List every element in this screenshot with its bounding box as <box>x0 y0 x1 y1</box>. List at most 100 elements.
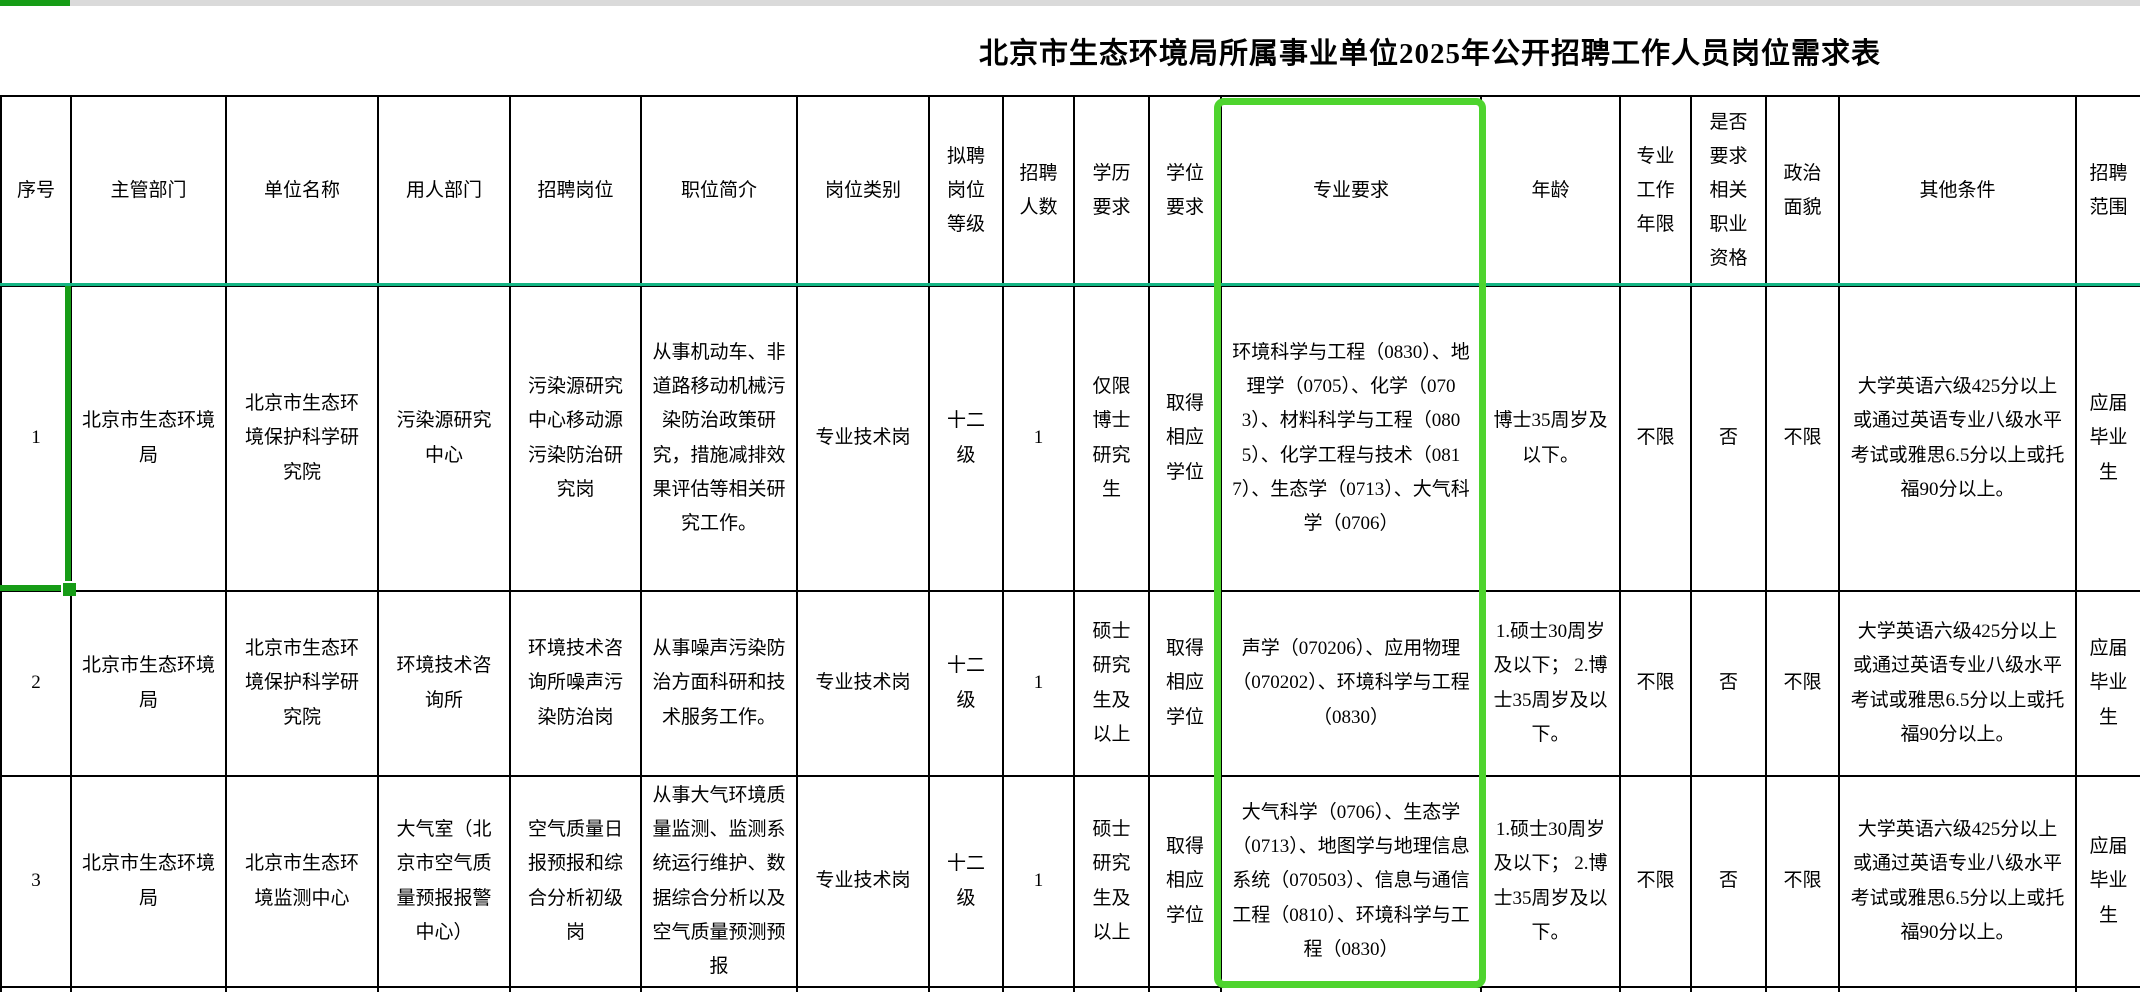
cell-empty[interactable] <box>928 986 1004 992</box>
table-row-partial <box>0 986 2140 992</box>
cell-work-years[interactable]: 不限 <box>1619 285 1692 592</box>
sheet-title[interactable]: 北京市生态环境局所属事业单位2025年公开招聘工作人员岗位需求表 <box>978 38 1881 70</box>
cell-unit[interactable]: 北京市生态环境保护科学研究院 <box>225 590 379 777</box>
cell-post[interactable]: 环境技术咨询所噪声污染防治岗 <box>509 590 642 777</box>
cell-other[interactable]: 大学英语六级425分以上或通过英语专业八级水平考试或雅思6.5分以上或托福90分… <box>1838 590 2077 777</box>
cell-dept[interactable]: 北京市生态环境局 <box>70 285 227 592</box>
cell-empty[interactable] <box>70 986 227 992</box>
cell-major[interactable]: 声学（070206）、应用物理（070202）、环境科学与工程（0830） <box>1220 590 1482 777</box>
cell-empty[interactable] <box>1690 986 1767 992</box>
header-education[interactable]: 学历要求 <box>1073 95 1150 287</box>
cell-empty[interactable] <box>509 986 642 992</box>
cell-political[interactable]: 不限 <box>1765 590 1840 777</box>
cell-empty[interactable] <box>1838 986 2077 992</box>
cell-dept[interactable]: 北京市生态环境局 <box>70 590 227 777</box>
cell-political[interactable]: 不限 <box>1765 285 1840 592</box>
recruitment-table: 序号 主管部门 单位名称 用人部门 招聘岗位 职位简介 岗位类别 拟聘岗位等级 … <box>0 95 2140 992</box>
cell-dept[interactable]: 北京市生态环境局 <box>70 774 227 989</box>
cell-hiring-dept[interactable]: 污染源研究中心 <box>377 285 511 592</box>
table-header-row: 序号 主管部门 单位名称 用人部门 招聘岗位 职位简介 岗位类别 拟聘岗位等级 … <box>0 95 2140 287</box>
header-political[interactable]: 政治面貌 <box>1765 95 1840 287</box>
cell-empty[interactable] <box>225 986 379 992</box>
header-degree[interactable]: 学位要求 <box>1148 95 1222 287</box>
header-brief[interactable]: 职位简介 <box>640 95 798 287</box>
cell-empty[interactable] <box>1619 986 1692 992</box>
header-dept[interactable]: 主管部门 <box>70 95 227 287</box>
cell-empty[interactable] <box>377 986 511 992</box>
cell-scope[interactable]: 应届毕业生 <box>2075 774 2140 989</box>
cell-major[interactable]: 大气科学（0706）、生态学（0713）、地图学与地理信息系统（070503）、… <box>1220 774 1482 989</box>
header-post[interactable]: 招聘岗位 <box>509 95 642 287</box>
cell-scope[interactable]: 应届毕业生 <box>2075 590 2140 777</box>
cell-post[interactable]: 污染源研究中心移动源污染防治研究岗 <box>509 285 642 592</box>
header-unit[interactable]: 单位名称 <box>225 95 379 287</box>
cell-empty[interactable] <box>640 986 798 992</box>
header-age[interactable]: 年龄 <box>1480 95 1621 287</box>
cell-seq[interactable]: 2 <box>0 590 72 777</box>
cell-level[interactable]: 十二级 <box>928 774 1004 989</box>
cell-degree[interactable]: 取得相应学位 <box>1148 285 1222 592</box>
cell-political[interactable]: 不限 <box>1765 774 1840 989</box>
header-other[interactable]: 其他条件 <box>1838 95 2077 287</box>
cell-empty[interactable] <box>1148 986 1222 992</box>
cell-qualification[interactable]: 否 <box>1690 285 1767 592</box>
cell-empty[interactable] <box>2075 986 2140 992</box>
header-work-years[interactable]: 专业工作年限 <box>1619 95 1692 287</box>
cell-degree[interactable]: 取得相应学位 <box>1148 590 1222 777</box>
cell-work-years[interactable]: 不限 <box>1619 774 1692 989</box>
cell-count[interactable]: 1 <box>1002 590 1075 777</box>
fill-handle[interactable] <box>63 583 76 596</box>
cell-seq[interactable]: 3 <box>0 774 72 989</box>
cell-empty[interactable] <box>796 986 930 992</box>
header-major[interactable]: 专业要求 <box>1220 95 1482 287</box>
cell-age[interactable]: 博士35周岁及以下。 <box>1480 285 1621 592</box>
cell-level[interactable]: 十二级 <box>928 285 1004 592</box>
frozen-pane-divider <box>0 283 2140 286</box>
cell-count[interactable]: 1 <box>1002 285 1075 592</box>
cell-education[interactable]: 硕士研究生及以上 <box>1073 590 1150 777</box>
cell-level[interactable]: 十二级 <box>928 590 1004 777</box>
cell-work-years[interactable]: 不限 <box>1619 590 1692 777</box>
cell-brief[interactable]: 从事机动车、非道路移动机械污染防治政策研究，措施减排效果评估等相关研究工作。 <box>640 285 798 592</box>
cell-other[interactable]: 大学英语六级425分以上或通过英语专业八级水平考试或雅思6.5分以上或托福90分… <box>1838 285 2077 592</box>
cell-seq[interactable]: 1 <box>0 285 72 592</box>
cell-category[interactable]: 专业技术岗 <box>796 285 930 592</box>
header-hiring-dept[interactable]: 用人部门 <box>377 95 511 287</box>
cell-empty[interactable] <box>1480 986 1621 992</box>
cell-unit[interactable]: 北京市生态环境监测中心 <box>225 774 379 989</box>
cell-brief[interactable]: 从事大气环境质量监测、监测系统运行维护、数据综合分析以及空气质量预测预报 <box>640 774 798 989</box>
cell-education[interactable]: 仅限博士研究生 <box>1073 285 1150 592</box>
cell-empty[interactable] <box>1002 986 1075 992</box>
cell-empty[interactable] <box>1220 986 1482 992</box>
cell-category[interactable]: 专业技术岗 <box>796 774 930 989</box>
cell-qualification[interactable]: 否 <box>1690 774 1767 989</box>
cell-age[interactable]: 1.硕士30周岁及以下； 2.博士35周岁及以下。 <box>1480 774 1621 989</box>
header-qualification[interactable]: 是否要求相关职业资格 <box>1690 95 1767 287</box>
cell-empty[interactable] <box>0 986 72 992</box>
cell-qualification[interactable]: 否 <box>1690 590 1767 777</box>
cell-hiring-dept[interactable]: 大气室（北京市空气质量预报报警中心） <box>377 774 511 989</box>
selected-column-indicator <box>0 0 70 6</box>
cell-post[interactable]: 空气质量日报预报和综合分析初级岗 <box>509 774 642 989</box>
header-category[interactable]: 岗位类别 <box>796 95 930 287</box>
table-row: 3 北京市生态环境局 北京市生态环境监测中心 大气室（北京市空气质量预报报警中心… <box>0 774 2140 989</box>
cell-brief[interactable]: 从事噪声污染防治方面科研和技术服务工作。 <box>640 590 798 777</box>
cell-empty[interactable] <box>1765 986 1840 992</box>
header-scope[interactable]: 招聘范围 <box>2075 95 2140 287</box>
cell-empty[interactable] <box>1073 986 1150 992</box>
header-seq[interactable]: 序号 <box>0 95 72 287</box>
cell-count[interactable]: 1 <box>1002 774 1075 989</box>
cell-major[interactable]: 环境科学与工程（0830）、地理学（0705）、化学（0703）、材料科学与工程… <box>1220 285 1482 592</box>
cell-education[interactable]: 硕士研究生及以上 <box>1073 774 1150 989</box>
header-count[interactable]: 招聘人数 <box>1002 95 1075 287</box>
header-level[interactable]: 拟聘岗位等级 <box>928 95 1004 287</box>
cell-hiring-dept[interactable]: 环境技术咨询所 <box>377 590 511 777</box>
cell-degree[interactable]: 取得相应学位 <box>1148 774 1222 989</box>
cell-age[interactable]: 1.硕士30周岁及以下； 2.博士35周岁及以下。 <box>1480 590 1621 777</box>
cell-other[interactable]: 大学英语六级425分以上或通过英语专业八级水平考试或雅思6.5分以上或托福90分… <box>1838 774 2077 989</box>
cell-scope[interactable]: 应届毕业生 <box>2075 285 2140 592</box>
cell-category[interactable]: 专业技术岗 <box>796 590 930 777</box>
column-header-strip <box>0 0 2140 6</box>
cell-unit[interactable]: 北京市生态环境保护科学研究院 <box>225 285 379 592</box>
selection-border <box>0 585 66 591</box>
